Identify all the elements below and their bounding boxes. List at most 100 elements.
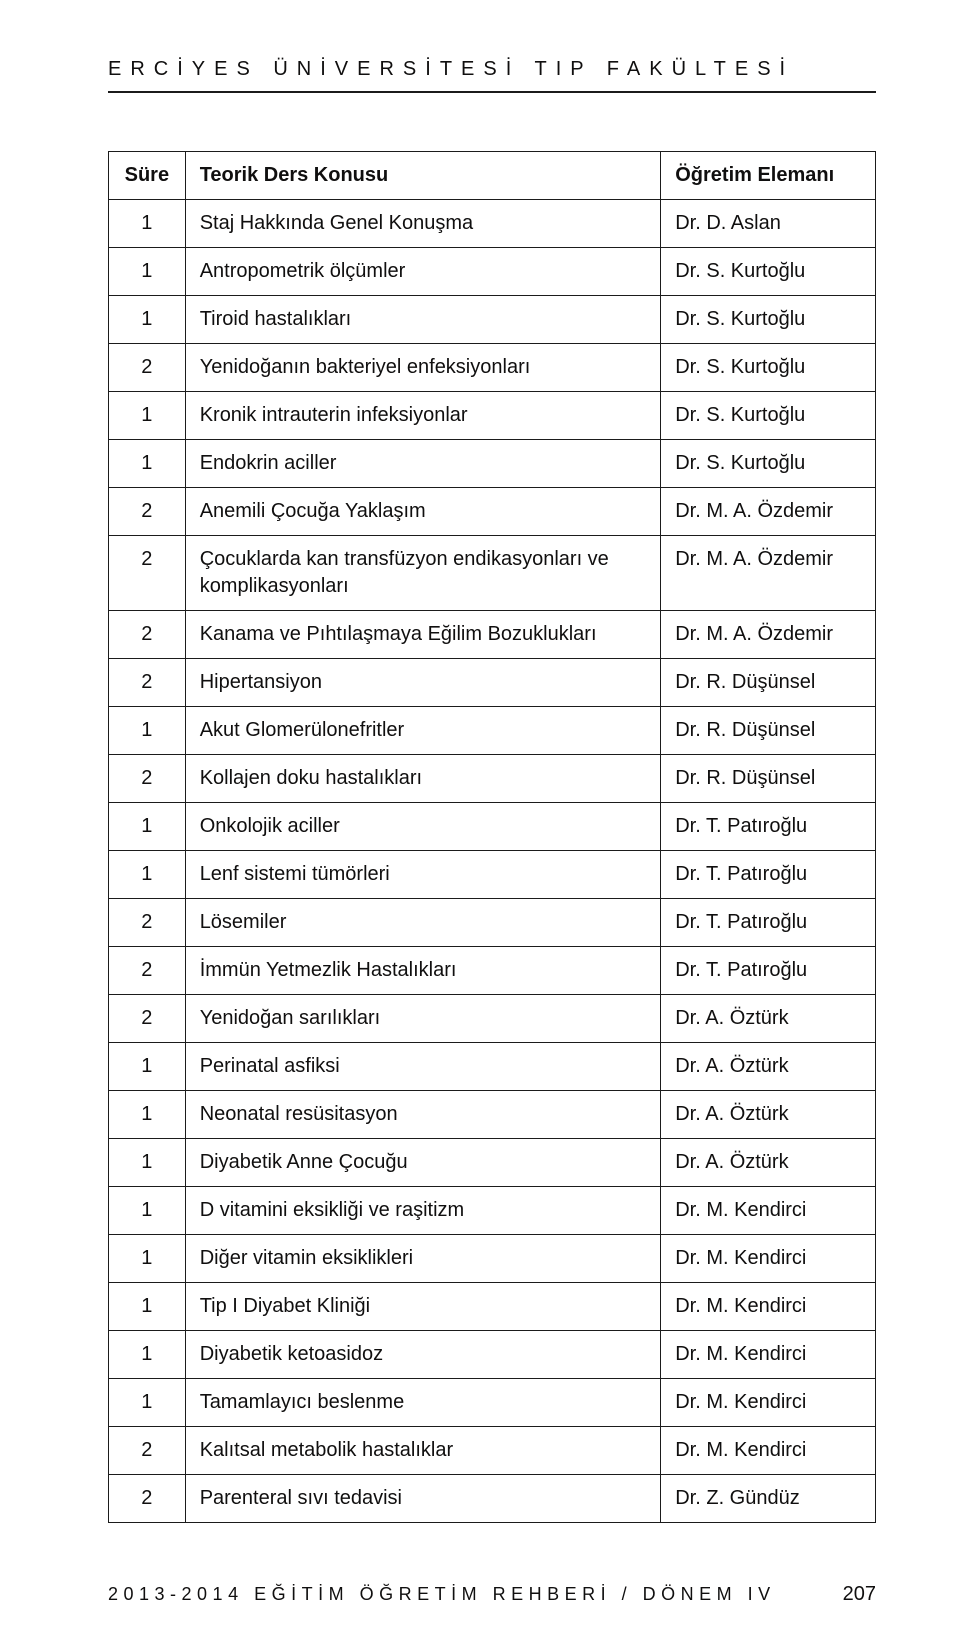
cell-instructor: Dr. M. Kendirci xyxy=(661,1187,876,1235)
cell-duration: 1 xyxy=(109,248,186,296)
table-row: 2Kanama ve Pıhtılaşmaya Eğilim Bozuklukl… xyxy=(109,611,876,659)
cell-duration: 1 xyxy=(109,1283,186,1331)
cell-topic: Parenteral sıvı tedavisi xyxy=(185,1475,661,1523)
cell-topic: Kollajen doku hastalıkları xyxy=(185,755,661,803)
table-header-row: Süre Teorik Ders Konusu Öğretim Elemanı xyxy=(109,152,876,200)
cell-instructor: Dr. T. Patıroğlu xyxy=(661,803,876,851)
cell-duration: 1 xyxy=(109,1091,186,1139)
cell-instructor: Dr. S. Kurtoğlu xyxy=(661,248,876,296)
cell-instructor: Dr. S. Kurtoğlu xyxy=(661,440,876,488)
cell-duration: 2 xyxy=(109,488,186,536)
cell-topic: Diyabetik Anne Çocuğu xyxy=(185,1139,661,1187)
table-row: 1Onkolojik acillerDr. T. Patıroğlu xyxy=(109,803,876,851)
table-row: 1Diyabetik ketoasidozDr. M. Kendirci xyxy=(109,1331,876,1379)
table-row: 2İmmün Yetmezlik HastalıklarıDr. T. Patı… xyxy=(109,947,876,995)
cell-topic: Yenidoğan sarılıkları xyxy=(185,995,661,1043)
cell-topic: Antropometrik ölçümler xyxy=(185,248,661,296)
table-row: 1Diyabetik Anne ÇocuğuDr. A. Öztürk xyxy=(109,1139,876,1187)
cell-duration: 2 xyxy=(109,755,186,803)
cell-instructor: Dr. R. Düşünsel xyxy=(661,707,876,755)
table-row: 2Yenidoğanın bakteriyel enfeksiyonlarıDr… xyxy=(109,344,876,392)
cell-topic: Diyabetik ketoasidoz xyxy=(185,1331,661,1379)
cell-instructor: Dr. T. Patıroğlu xyxy=(661,899,876,947)
table-row: 1Lenf sistemi tümörleriDr. T. Patıroğlu xyxy=(109,851,876,899)
cell-duration: 1 xyxy=(109,1043,186,1091)
cell-instructor: Dr. A. Öztürk xyxy=(661,995,876,1043)
cell-topic: Diğer vitamin eksiklikleri xyxy=(185,1235,661,1283)
table-row: 2LösemilerDr. T. Patıroğlu xyxy=(109,899,876,947)
cell-duration: 2 xyxy=(109,899,186,947)
col-header-duration: Süre xyxy=(109,152,186,200)
cell-duration: 2 xyxy=(109,611,186,659)
col-header-topic: Teorik Ders Konusu xyxy=(185,152,661,200)
cell-duration: 1 xyxy=(109,296,186,344)
cell-duration: 2 xyxy=(109,947,186,995)
cell-instructor: Dr. S. Kurtoğlu xyxy=(661,296,876,344)
cell-instructor: Dr. M. Kendirci xyxy=(661,1235,876,1283)
cell-topic: Onkolojik aciller xyxy=(185,803,661,851)
page-header-title: ERCİYES ÜNİVERSİTESİ TIP FAKÜLTESİ xyxy=(108,58,876,93)
table-row: 1Diğer vitamin eksiklikleriDr. M. Kendir… xyxy=(109,1235,876,1283)
cell-topic: Tip I Diyabet Kliniği xyxy=(185,1283,661,1331)
cell-topic: Çocuklarda kan transfüzyon endikasyonlar… xyxy=(185,536,661,611)
cell-instructor: Dr. Z. Gündüz xyxy=(661,1475,876,1523)
cell-duration: 1 xyxy=(109,1379,186,1427)
cell-duration: 1 xyxy=(109,440,186,488)
cell-instructor: Dr. R. Düşünsel xyxy=(661,755,876,803)
cell-duration: 1 xyxy=(109,1139,186,1187)
cell-duration: 1 xyxy=(109,392,186,440)
cell-instructor: Dr. T. Patıroğlu xyxy=(661,851,876,899)
cell-topic: Kalıtsal metabolik hastalıklar xyxy=(185,1427,661,1475)
table-row: 1Staj Hakkında Genel KonuşmaDr. D. Aslan xyxy=(109,200,876,248)
table-row: 2HipertansiyonDr. R. Düşünsel xyxy=(109,659,876,707)
table-row: 2Anemili Çocuğa YaklaşımDr. M. A. Özdemi… xyxy=(109,488,876,536)
cell-duration: 2 xyxy=(109,536,186,611)
cell-instructor: Dr. T. Patıroğlu xyxy=(661,947,876,995)
cell-topic: Anemili Çocuğa Yaklaşım xyxy=(185,488,661,536)
cell-instructor: Dr. R. Düşünsel xyxy=(661,659,876,707)
table-row: 1Perinatal asfiksiDr. A. Öztürk xyxy=(109,1043,876,1091)
cell-instructor: Dr. A. Öztürk xyxy=(661,1139,876,1187)
cell-topic: D vitamini eksikliği ve raşitizm xyxy=(185,1187,661,1235)
table-row: 1Antropometrik ölçümlerDr. S. Kurtoğlu xyxy=(109,248,876,296)
cell-instructor: Dr. M. Kendirci xyxy=(661,1379,876,1427)
cell-instructor: Dr. A. Öztürk xyxy=(661,1091,876,1139)
table-row: 2Çocuklarda kan transfüzyon endikasyonla… xyxy=(109,536,876,611)
cell-instructor: Dr. M. A. Özdemir xyxy=(661,488,876,536)
cell-topic: Perinatal asfiksi xyxy=(185,1043,661,1091)
cell-topic: Akut Glomerülonefritler xyxy=(185,707,661,755)
cell-topic: Tiroid hastalıkları xyxy=(185,296,661,344)
cell-duration: 2 xyxy=(109,1427,186,1475)
cell-topic: İmmün Yetmezlik Hastalıkları xyxy=(185,947,661,995)
cell-topic: Kronik intrauterin infeksiyonlar xyxy=(185,392,661,440)
page-footer: 2013-2014 EĞİTİM ÖĞRETİM REHBERİ / DÖNEM… xyxy=(108,1583,876,1606)
cell-topic: Neonatal resüsitasyon xyxy=(185,1091,661,1139)
cell-instructor: Dr. M. A. Özdemir xyxy=(661,611,876,659)
cell-topic: Kanama ve Pıhtılaşmaya Eğilim Bozuklukla… xyxy=(185,611,661,659)
cell-topic: Hipertansiyon xyxy=(185,659,661,707)
table-row: 2Parenteral sıvı tedavisiDr. Z. Gündüz xyxy=(109,1475,876,1523)
cell-duration: 1 xyxy=(109,1187,186,1235)
cell-duration: 1 xyxy=(109,200,186,248)
cell-instructor: Dr. D. Aslan xyxy=(661,200,876,248)
cell-duration: 2 xyxy=(109,995,186,1043)
cell-topic: Endokrin aciller xyxy=(185,440,661,488)
cell-topic: Yenidoğanın bakteriyel enfeksiyonları xyxy=(185,344,661,392)
cell-topic: Tamamlayıcı beslenme xyxy=(185,1379,661,1427)
cell-instructor: Dr. M. Kendirci xyxy=(661,1283,876,1331)
table-row: 2Kalıtsal metabolik hastalıklarDr. M. Ke… xyxy=(109,1427,876,1475)
cell-duration: 1 xyxy=(109,803,186,851)
table-row: 1Akut GlomerülonefritlerDr. R. Düşünsel xyxy=(109,707,876,755)
cell-topic: Lösemiler xyxy=(185,899,661,947)
col-header-instructor: Öğretim Elemanı xyxy=(661,152,876,200)
cell-instructor: Dr. A. Öztürk xyxy=(661,1043,876,1091)
table-row: 2Yenidoğan sarılıklarıDr. A. Öztürk xyxy=(109,995,876,1043)
page-number: 207 xyxy=(843,1583,876,1606)
table-row: 1Tiroid hastalıklarıDr. S. Kurtoğlu xyxy=(109,296,876,344)
cell-duration: 2 xyxy=(109,659,186,707)
cell-duration: 1 xyxy=(109,851,186,899)
cell-instructor: Dr. S. Kurtoğlu xyxy=(661,344,876,392)
cell-duration: 1 xyxy=(109,707,186,755)
table-row: 1Tamamlayıcı beslenmeDr. M. Kendirci xyxy=(109,1379,876,1427)
cell-instructor: Dr. M. A. Özdemir xyxy=(661,536,876,611)
